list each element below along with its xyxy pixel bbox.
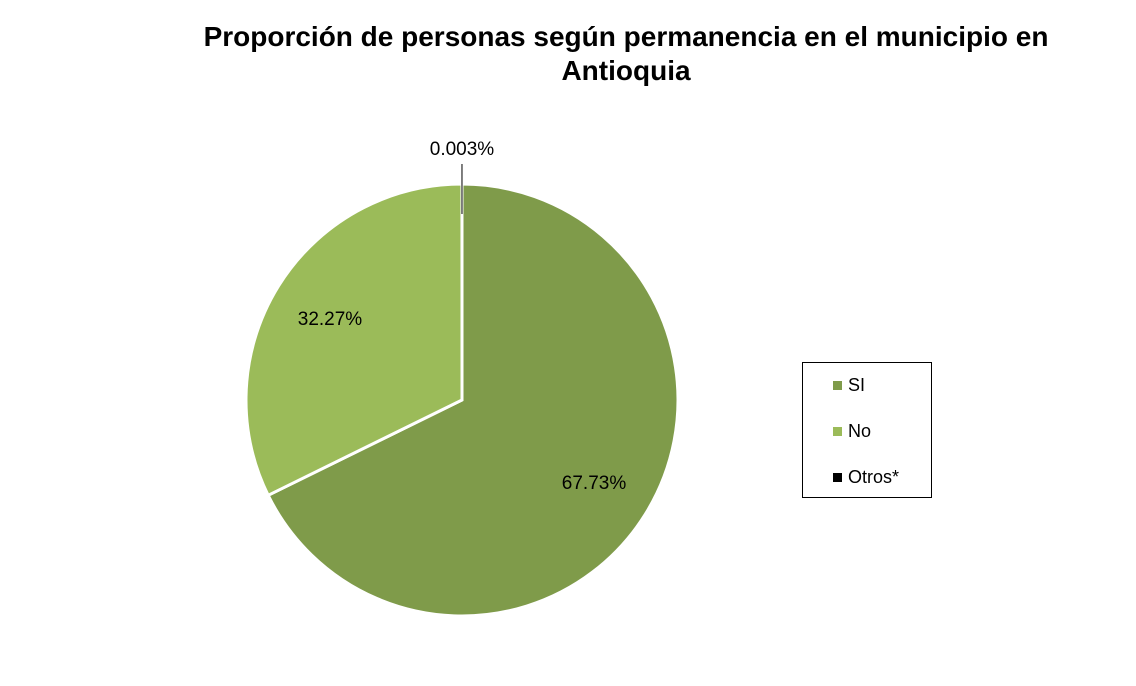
- legend-swatch-otros: [833, 473, 842, 482]
- legend-label-otros: Otros*: [848, 467, 900, 487]
- data-label-si: 67.73%: [562, 473, 627, 494]
- legend: SI No Otros*: [802, 362, 932, 498]
- data-label-otros: 0.003%: [430, 139, 495, 160]
- pie-slice-si: [266, 182, 680, 618]
- data-label-no: 32.27%: [298, 309, 363, 330]
- legend-swatch-si: [833, 381, 842, 390]
- chart-title: Proporción de personas según permanencia…: [0, 20, 1136, 88]
- legend-label-no: No: [848, 421, 872, 441]
- legend-item-no: No: [833, 421, 871, 442]
- chart-title-line-1: Proporción de personas según permanencia…: [203, 21, 1049, 52]
- legend-item-otros: Otros*: [833, 467, 899, 488]
- pie-slice-no: [244, 182, 464, 498]
- legend-label-si: SI: [848, 375, 866, 395]
- legend-swatch-no: [833, 427, 842, 436]
- legend-item-si: SI: [833, 375, 865, 396]
- chart-title-line-2: Antioquia: [561, 55, 691, 86]
